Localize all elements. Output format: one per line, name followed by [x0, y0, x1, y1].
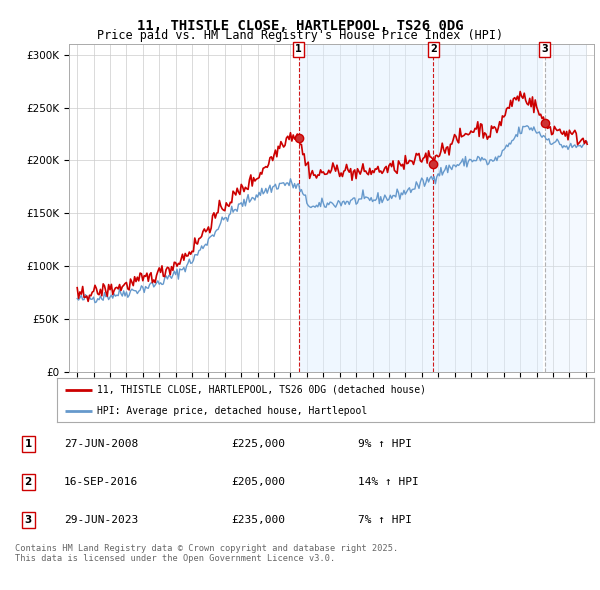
Text: 29-JUN-2023: 29-JUN-2023 — [64, 515, 138, 525]
Text: 16-SEP-2016: 16-SEP-2016 — [64, 477, 138, 487]
Text: 11, THISTLE CLOSE, HARTLEPOOL, TS26 0DG (detached house): 11, THISTLE CLOSE, HARTLEPOOL, TS26 0DG … — [97, 385, 426, 395]
Text: 2: 2 — [430, 44, 437, 54]
Text: Contains HM Land Registry data © Crown copyright and database right 2025.
This d: Contains HM Land Registry data © Crown c… — [15, 544, 398, 563]
Text: 1: 1 — [295, 44, 302, 54]
Text: 11, THISTLE CLOSE, HARTLEPOOL, TS26 0DG: 11, THISTLE CLOSE, HARTLEPOOL, TS26 0DG — [137, 19, 463, 33]
Text: 3: 3 — [25, 515, 32, 525]
Text: 7% ↑ HPI: 7% ↑ HPI — [358, 515, 412, 525]
Text: Price paid vs. HM Land Registry's House Price Index (HPI): Price paid vs. HM Land Registry's House … — [97, 30, 503, 42]
Text: 1: 1 — [25, 440, 32, 450]
Text: HPI: Average price, detached house, Hartlepool: HPI: Average price, detached house, Hart… — [97, 406, 368, 416]
Text: £235,000: £235,000 — [231, 515, 285, 525]
Text: 3: 3 — [541, 44, 548, 54]
Text: 14% ↑ HPI: 14% ↑ HPI — [358, 477, 418, 487]
Text: 9% ↑ HPI: 9% ↑ HPI — [358, 440, 412, 450]
Text: 27-JUN-2008: 27-JUN-2008 — [64, 440, 138, 450]
Text: 2: 2 — [25, 477, 32, 487]
Text: £225,000: £225,000 — [231, 440, 285, 450]
Text: £205,000: £205,000 — [231, 477, 285, 487]
